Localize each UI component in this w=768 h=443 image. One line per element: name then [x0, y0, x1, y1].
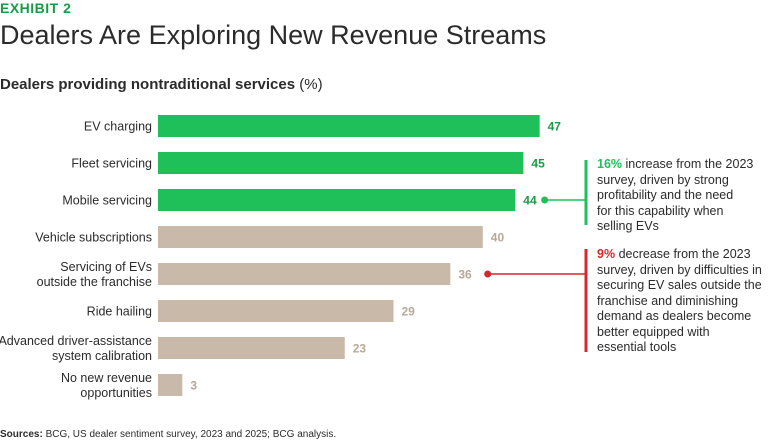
source-label: Sources: — [0, 429, 43, 440]
value-label-2: 44 — [523, 194, 537, 208]
bar-5 — [158, 300, 394, 322]
category-label-4-line-2: outside the franchise — [37, 275, 152, 289]
bar-0 — [158, 115, 540, 137]
green-annotation-pct: 16% — [597, 157, 623, 171]
green-annotation-line-2: survey, driven by strong — [597, 172, 729, 187]
category-label-6-line-2: system calibration — [52, 349, 152, 363]
red-annotation-line-2: survey, driven by difficulties in — [597, 262, 762, 277]
subtitle-unit: (%) — [299, 76, 323, 93]
red-annotation-line-4: franchise and diminishing — [597, 293, 739, 308]
source-text: BCG, US dealer sentiment survey, 2023 an… — [45, 429, 337, 440]
category-label-2: Mobile servicing — [62, 194, 152, 208]
value-label-4: 36 — [458, 268, 472, 282]
bar-6 — [158, 337, 345, 359]
red-annotation-pct: 9% — [597, 247, 616, 261]
green-annotation: 16% increase from the 2023 survey, drive… — [597, 157, 768, 235]
value-label-3: 40 — [491, 231, 505, 245]
category-label-7-line-2: opportunities — [80, 386, 152, 400]
bar-7 — [158, 374, 183, 396]
value-label-6: 23 — [353, 342, 367, 356]
chart-subtitle: Dealers providing nontraditional service… — [0, 76, 323, 93]
green-connector-dot — [541, 196, 549, 204]
bar-4 — [158, 263, 451, 285]
red-annotation-line-6: better equipped with — [597, 324, 710, 339]
bar-1 — [158, 152, 524, 174]
category-label-1: Fleet servicing — [71, 157, 152, 171]
red-connector-dot — [484, 270, 492, 278]
value-label-0: 47 — [548, 120, 562, 134]
subtitle-main: Dealers providing nontraditional service… — [0, 76, 296, 93]
source-note: Sources: BCG, US dealer sentiment survey… — [0, 429, 336, 440]
exhibit-label: EXHIBIT 2 — [0, 0, 72, 16]
value-label-1: 45 — [531, 157, 545, 171]
red-annotation: 9% decrease from the 2023 survey, driven… — [597, 247, 768, 356]
green-annotation-line-4: for this capability when — [597, 203, 724, 218]
green-annotation-line-5: selling EVs — [597, 219, 659, 233]
category-label-0: EV charging — [84, 120, 152, 134]
page-title: Dealers Are Exploring New Revenue Stream… — [0, 20, 547, 50]
category-label-6-line-1: Advanced driver-assistance — [0, 334, 152, 348]
value-label-5: 29 — [401, 305, 415, 319]
category-label-3: Vehicle subscriptions — [35, 231, 152, 245]
bar-3 — [158, 226, 483, 248]
red-annotation-line-5: demand as dealers become — [597, 309, 752, 323]
bar-2 — [158, 189, 516, 211]
green-annotation-line-1: increase from the 2023 — [625, 157, 754, 171]
category-label-5: Ride hailing — [87, 305, 152, 319]
green-annotation-line-3: profitability and the need — [597, 188, 734, 202]
red-annotation-line-3: securing EV sales outside the — [597, 278, 762, 292]
value-label-7: 3 — [190, 379, 197, 393]
red-annotation-line-7: essential tools — [597, 340, 677, 354]
category-label-7-line-1: No new revenue — [61, 371, 152, 385]
category-label-4-line-1: Servicing of EVs — [60, 260, 152, 274]
red-annotation-line-1: decrease from the 2023 — [618, 247, 751, 261]
